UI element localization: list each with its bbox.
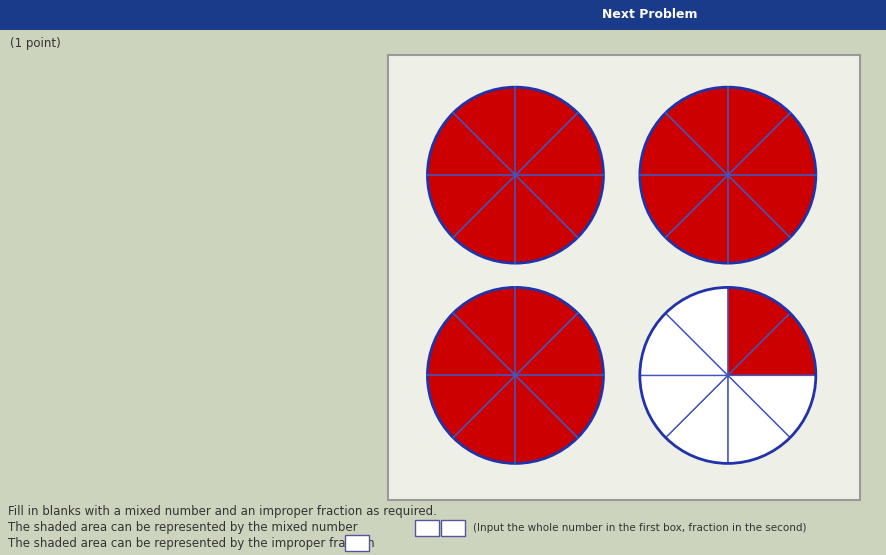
Bar [415,520,439,536]
Circle shape [427,87,603,263]
Text: (Input the whole number in the first box, fraction in the second): (Input the whole number in the first box… [473,523,806,533]
Bar [388,55,860,500]
Bar [0,0,886,30]
Wedge shape [727,313,816,375]
Text: The shaded area can be represented by the mixed number: The shaded area can be represented by th… [8,522,358,534]
Wedge shape [727,375,790,463]
Wedge shape [665,287,727,375]
Wedge shape [727,287,790,375]
Text: Fill in blanks with a mixed number and an improper fraction as required.: Fill in blanks with a mixed number and a… [8,506,437,518]
Wedge shape [665,375,727,463]
Circle shape [640,87,816,263]
Bar [345,535,369,551]
Circle shape [427,287,603,463]
Wedge shape [640,313,727,375]
Bar [441,520,465,536]
Text: Next Problem: Next Problem [602,8,698,22]
Wedge shape [640,375,727,438]
Text: (1 point): (1 point) [10,37,61,50]
Text: The shaded area can be represented by the improper fraction: The shaded area can be represented by th… [8,537,375,549]
Wedge shape [727,375,816,438]
